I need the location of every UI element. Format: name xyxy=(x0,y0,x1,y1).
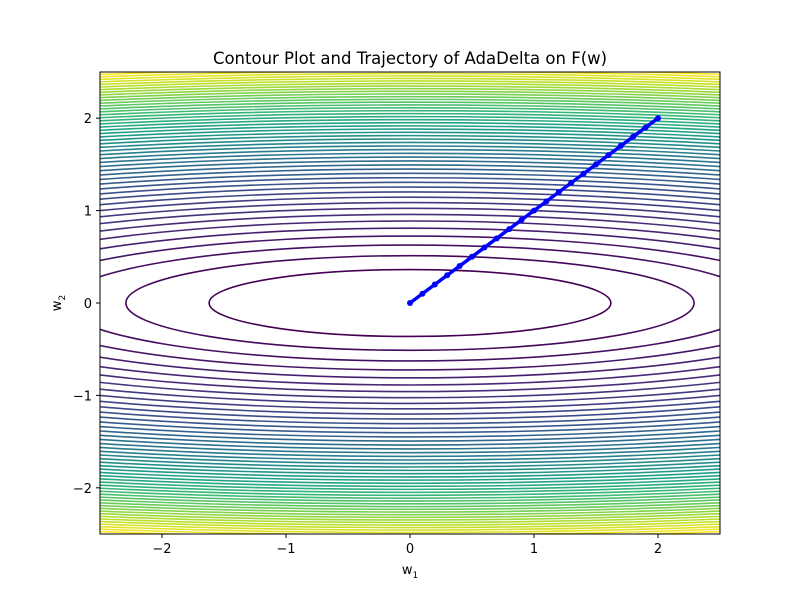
trajectory-point xyxy=(469,253,475,260)
trajectory xyxy=(407,115,661,306)
contour-level xyxy=(100,148,720,458)
contour-level xyxy=(100,160,720,446)
trajectory-point xyxy=(605,152,612,159)
y-axis-ticks: −2 −1 0 1 2 xyxy=(73,112,100,497)
trajectory-point xyxy=(431,281,438,288)
trajectory-point xyxy=(531,207,537,214)
contour-level xyxy=(100,176,720,430)
contour-level xyxy=(100,152,720,454)
trajectory-point xyxy=(518,216,525,223)
contour-level xyxy=(100,104,720,502)
trajectory-point xyxy=(655,115,661,122)
y-axis-label: w2 xyxy=(50,295,68,311)
contour-level xyxy=(100,112,720,494)
x-tick-label: −1 xyxy=(276,542,295,557)
contour-level xyxy=(100,235,720,371)
trajectory-point xyxy=(493,235,500,242)
contour-level xyxy=(100,172,720,434)
trajectory-point xyxy=(555,189,562,196)
contour-level xyxy=(100,75,720,531)
trajectory-point xyxy=(481,244,488,251)
chart-title: Contour Plot and Trajectory of AdaDelta … xyxy=(213,49,607,68)
contour-level xyxy=(100,145,720,461)
contour-level xyxy=(100,82,720,524)
contour-level xyxy=(100,213,720,393)
trajectory-point xyxy=(593,161,599,168)
contour-level xyxy=(125,254,695,352)
x-tick-label: 0 xyxy=(406,542,414,557)
y-tick-label: −1 xyxy=(73,389,92,404)
contour-level xyxy=(100,156,720,450)
x-tick-label: 2 xyxy=(654,542,662,557)
contour-level xyxy=(100,118,720,488)
contour-level xyxy=(100,181,720,425)
contour-level xyxy=(100,80,720,526)
contour-level xyxy=(100,72,720,534)
trajectory-point xyxy=(580,170,587,177)
contour-level xyxy=(100,95,720,511)
trajectory-point xyxy=(506,226,513,233)
contour-level xyxy=(100,77,720,529)
contour-level xyxy=(100,168,720,438)
contour-level xyxy=(100,107,720,499)
contour-level xyxy=(100,134,720,472)
y-tick-label: −2 xyxy=(73,482,92,497)
trajectory-point xyxy=(456,263,463,270)
contour-level xyxy=(100,101,720,505)
contour-level xyxy=(100,115,720,491)
contour-level xyxy=(100,128,720,478)
contour-level xyxy=(100,227,720,379)
contour-level xyxy=(100,90,720,516)
contour-level xyxy=(100,72,720,534)
trajectory-point xyxy=(568,179,575,186)
x-axis-label: w1 xyxy=(402,563,418,581)
contour-level xyxy=(100,138,720,468)
contour-level xyxy=(100,141,720,465)
x-axis-ticks: −2 −1 0 1 2 xyxy=(152,534,662,557)
x-tick-label: −2 xyxy=(152,542,171,557)
x-tick-label: 1 xyxy=(530,542,538,557)
contour-level xyxy=(100,87,720,519)
contour-level xyxy=(100,220,720,386)
contour-level xyxy=(100,191,720,415)
contour-level xyxy=(100,164,720,442)
trajectory-point xyxy=(419,290,426,297)
contour-level xyxy=(100,196,720,410)
contour-level xyxy=(100,207,720,399)
y-tick-label: 1 xyxy=(84,205,92,220)
trajectory-point xyxy=(642,124,649,131)
trajectory-point xyxy=(444,272,451,279)
y-tick-label: 2 xyxy=(84,112,92,127)
trajectory-point xyxy=(617,142,624,149)
contour-level xyxy=(100,131,720,475)
contour-level xyxy=(100,186,720,420)
contour-level xyxy=(100,109,720,497)
contour-level xyxy=(100,201,720,405)
trajectory-point xyxy=(407,300,413,306)
trajectory-point xyxy=(630,133,637,140)
contour-level xyxy=(208,268,612,338)
contour-level xyxy=(100,244,720,362)
contour-level xyxy=(100,85,720,521)
contour-level xyxy=(100,125,720,481)
contour-level xyxy=(100,121,720,485)
contour-level xyxy=(100,93,720,513)
y-tick-label: 0 xyxy=(84,297,92,312)
contour-lines xyxy=(100,72,720,534)
trajectory-point xyxy=(543,198,550,205)
contour-level xyxy=(100,98,720,508)
